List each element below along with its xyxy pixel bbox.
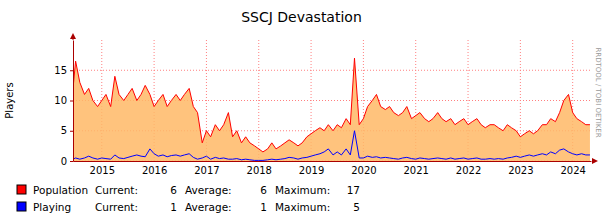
- grid-line: [258, 40, 259, 161]
- axis-arrow: [592, 158, 598, 164]
- legend-swatch: [17, 185, 26, 194]
- legend-stat-value: 1: [170, 201, 177, 213]
- tick-label: 15: [54, 65, 67, 76]
- tick-label: 2016: [142, 165, 167, 176]
- grid-line: [73, 70, 591, 71]
- axis-arrow: [73, 37, 74, 40]
- y-axis-title: Players: [4, 82, 15, 118]
- legend-label: Playing: [33, 201, 71, 213]
- tick: 2016: [142, 161, 167, 176]
- tick-label: 10: [54, 95, 67, 106]
- legend-swatch: [17, 202, 26, 211]
- legend-entry: Playing Current: 1 Average: 1 Maximum: 5: [17, 201, 360, 213]
- axis-line: [74, 161, 592, 162]
- tick-label: 5: [61, 125, 67, 136]
- tick-label: 0: [61, 156, 67, 167]
- tick: 10: [54, 95, 73, 106]
- tick: 0: [61, 156, 73, 167]
- area: [73, 58, 590, 161]
- tick-mark: [70, 131, 73, 132]
- credit: RRDTOOL / TOBI OETIKER: [594, 47, 602, 137]
- title: SSCJ Devastation: [241, 9, 362, 25]
- legend-stat-value: 5: [353, 201, 360, 213]
- legend-stat-value: 6: [260, 184, 267, 196]
- tick-label: 2015: [90, 165, 115, 176]
- legend-stat-value: 17: [347, 184, 360, 196]
- tick: 15: [54, 65, 73, 76]
- tick: 2020: [351, 161, 376, 176]
- legend-stat-value: 6: [170, 184, 177, 196]
- x-axis: 2015 2016 2017 2018 2019 2020 2021 2022 2023 2024: [74, 161, 592, 176]
- tick-label: 2020: [351, 165, 376, 176]
- tick-label: 2018: [247, 165, 272, 176]
- y-axis: 0 5 10 15: [54, 41, 73, 167]
- legend-stat-value: 1: [260, 201, 267, 213]
- tick: 2017: [194, 161, 219, 176]
- tick: 2021: [403, 161, 428, 176]
- tick-mark: [70, 161, 73, 162]
- legend: Population Current: 6 Average: 6 Maximum: 17 Pl…: [17, 184, 360, 213]
- tick: 2015: [90, 161, 115, 176]
- tick-label: 2022: [456, 165, 481, 176]
- legend-label: Population: [33, 184, 88, 196]
- legend-stat-label: Average:: [185, 201, 232, 213]
- tick: 2024: [560, 161, 585, 176]
- axis-arrow: [70, 33, 76, 39]
- tick-label: 2019: [299, 165, 324, 176]
- tick: 2018: [247, 161, 272, 176]
- background: [0, 0, 603, 223]
- legend-stat-label: Current:: [95, 184, 138, 196]
- tick-label: 2024: [560, 165, 585, 176]
- legend-stat-label: Maximum:: [275, 184, 330, 196]
- tick-label: 2017: [194, 165, 219, 176]
- tick: 2023: [508, 161, 533, 176]
- tick-mark: [70, 101, 73, 102]
- tick-mark: [70, 70, 73, 71]
- tick: 5: [61, 125, 73, 136]
- legend-stat-label: Average:: [185, 184, 232, 196]
- legend-stat-label: Maximum:: [275, 201, 330, 213]
- plot-area: [73, 58, 590, 161]
- tick: 2022: [456, 161, 481, 176]
- tick-label: 2021: [403, 165, 428, 176]
- legend-entry: Population Current: 6 Average: 6 Maximum: 17: [17, 184, 360, 196]
- axis-line: [73, 41, 74, 162]
- line: [73, 58, 590, 152]
- grid: [73, 40, 591, 161]
- legend-stat-label: Current:: [95, 201, 138, 213]
- chart: SSCJ Devastation Players RRDTOOL / TOBI OE…: [0, 0, 603, 223]
- tick-label: 2023: [508, 165, 533, 176]
- line: [73, 131, 590, 161]
- tick: 2019: [299, 161, 324, 176]
